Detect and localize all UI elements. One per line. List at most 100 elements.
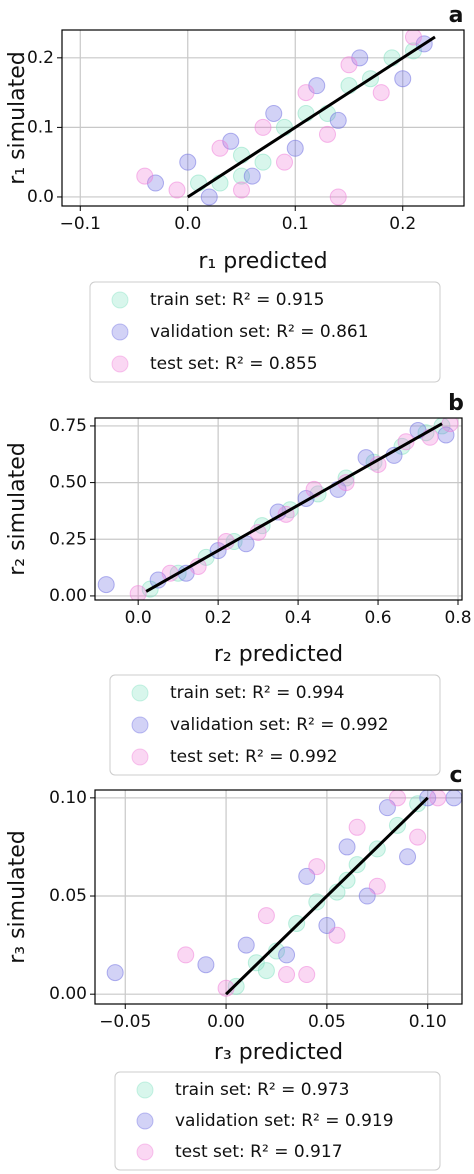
legend-marker	[131, 748, 149, 766]
legend-marker	[111, 323, 129, 341]
scatter-point	[298, 966, 316, 984]
scatter-point	[257, 907, 275, 925]
scatter-point	[348, 818, 366, 836]
scatter-point	[257, 962, 275, 980]
x-tick-label: 0.6	[365, 608, 392, 628]
scatter-point	[297, 84, 315, 102]
scatter-point	[197, 956, 215, 974]
scatter-point	[308, 893, 326, 911]
x-tick-label: 0.1	[282, 214, 309, 234]
y-tick-label: 0.10	[49, 788, 87, 808]
scatter-point	[409, 795, 427, 813]
x-tick-label: 0.10	[409, 1012, 447, 1032]
scatter-point	[211, 139, 229, 157]
x-tick-label: 0.2	[205, 608, 232, 628]
scatter-point	[168, 181, 186, 199]
y-tick-label: 0.75	[49, 416, 87, 436]
scatter-point	[278, 966, 296, 984]
scatter-point	[404, 30, 422, 46]
y-tick-label: 0.25	[49, 529, 87, 549]
y-tick-label: 0.0	[27, 187, 54, 207]
scatter-point	[254, 118, 272, 136]
scatter-point	[278, 946, 296, 964]
scatter-point	[372, 84, 390, 102]
plot-area	[97, 418, 459, 600]
y-tick-label: 0.00	[49, 586, 87, 606]
legend-label: test set: R² = 0.855	[150, 354, 318, 374]
y-tick-label: 0.00	[49, 984, 87, 1004]
x-axis-label: r₂ predicted	[214, 642, 343, 667]
scatter-point	[243, 167, 261, 185]
scatter-point	[177, 946, 195, 964]
scatter-point	[136, 167, 154, 185]
y-tick-label: 0.2	[27, 48, 54, 68]
plot-area	[106, 790, 462, 997]
x-tick-label: 0.0	[125, 608, 152, 628]
x-axis-label: r₃ predicted	[214, 1040, 343, 1065]
scatter-point	[394, 70, 412, 88]
scatter-point	[254, 153, 272, 171]
scatter-point	[368, 877, 386, 895]
legend-box	[109, 674, 441, 776]
panel-label: c	[449, 763, 462, 788]
y-axis-label: r₂ simulated	[5, 442, 30, 576]
y-tick-label: 0.50	[49, 473, 87, 493]
legend-label: validation set: R² = 0.919	[175, 1111, 394, 1131]
legend-marker	[111, 355, 129, 373]
scatter-point	[409, 828, 427, 846]
legend-box	[89, 281, 441, 383]
scatter-point	[233, 181, 251, 199]
legend-marker	[131, 716, 149, 734]
axes-frame	[94, 789, 463, 1005]
scatter-point	[308, 77, 326, 95]
axes-frame	[61, 29, 465, 207]
scatter-point	[351, 49, 369, 67]
scatter-point	[106, 964, 124, 982]
x-axis-label: r₁ predicted	[198, 249, 327, 274]
legend-marker	[136, 1081, 154, 1099]
legend-box	[114, 1071, 441, 1171]
scatter-point	[97, 576, 115, 594]
x-tick-label: 0.00	[207, 1012, 245, 1032]
scatter-point	[286, 139, 304, 157]
fit-line	[186, 35, 436, 199]
legend-label: train set: R² = 0.915	[150, 290, 324, 310]
panel-label: b	[448, 391, 464, 416]
x-tick-label: −0.1	[60, 214, 101, 234]
scatter-point	[388, 790, 406, 807]
scatter-point	[329, 188, 347, 206]
x-tick-label: 0.8	[444, 608, 471, 628]
scatter-point	[265, 104, 283, 122]
x-tick-label: 0.05	[308, 1012, 346, 1032]
scatter-point	[429, 790, 447, 807]
scatter-point	[147, 174, 165, 192]
scatter-point	[222, 132, 240, 150]
legend-marker	[131, 684, 149, 702]
scatter-point	[338, 871, 356, 889]
legend-label: train set: R² = 0.994	[170, 683, 344, 703]
y-tick-label: 0.1	[27, 117, 54, 137]
legend-label: train set: R² = 0.973	[175, 1080, 349, 1100]
x-tick-label: 0.4	[285, 608, 312, 628]
plot-area	[136, 30, 436, 206]
scatter-point	[237, 936, 255, 954]
scatter-point	[308, 858, 326, 876]
y-axis-label: r₁ simulated	[5, 51, 30, 185]
legend-marker	[136, 1112, 154, 1130]
scatter-point	[445, 790, 462, 807]
scatter-point	[200, 188, 218, 206]
scatter-point	[340, 56, 358, 74]
fit-line	[145, 422, 443, 593]
scatter-point	[338, 838, 356, 856]
fit-line	[225, 796, 429, 996]
y-axis-label: r₃ simulated	[5, 830, 30, 964]
legend-marker	[111, 291, 129, 309]
x-tick-label: 0.0	[174, 214, 201, 234]
scatter-point	[129, 585, 147, 600]
scatter-point	[318, 125, 336, 143]
scatter-point	[399, 848, 417, 866]
legend-label: validation set: R² = 0.992	[170, 715, 389, 735]
axes-frame	[94, 417, 463, 601]
scatter-point	[179, 153, 197, 171]
